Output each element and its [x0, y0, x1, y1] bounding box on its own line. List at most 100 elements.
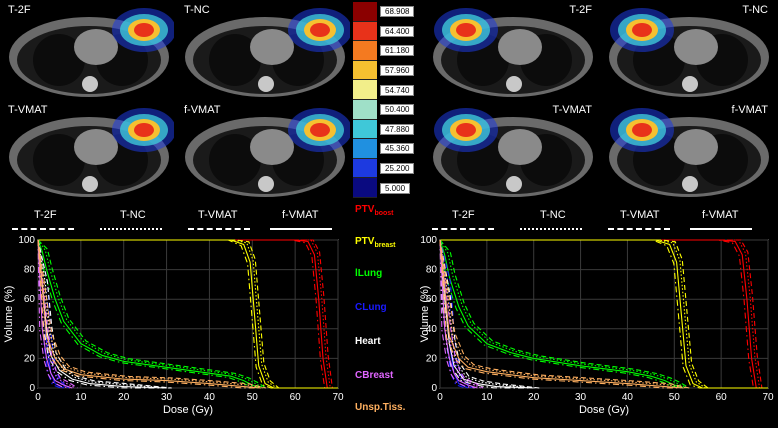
- spine: [82, 176, 98, 192]
- dvh-line-cbreast: [439, 239, 484, 389]
- dvh-line-llung: [37, 239, 262, 389]
- ct-image: [9, 8, 174, 97]
- colorbar-swatch: [353, 158, 377, 179]
- structure-name: CLung: [355, 302, 387, 313]
- structure-name: Unsp.Tiss.: [355, 402, 406, 413]
- x-tick-label: 70: [332, 392, 344, 403]
- y-axis-label: Volume (%): [3, 286, 15, 343]
- dvh-line-heart: [439, 239, 531, 389]
- x-tick-label: 50: [247, 392, 259, 403]
- colorbar-swatch: [353, 139, 377, 159]
- dvh-line-unsptiss: [37, 239, 261, 389]
- structure-name: Heart: [355, 336, 381, 347]
- dose-boost: [456, 123, 476, 137]
- legend-line-dotted: [100, 228, 162, 230]
- legend-line-dotted: [520, 228, 582, 230]
- y-tick-label: 80: [24, 265, 36, 276]
- heart: [674, 29, 718, 65]
- dvh-line-cbreast: [37, 239, 70, 389]
- dose-boost: [456, 23, 476, 37]
- ct-image: [185, 108, 350, 197]
- dose-boost: [310, 123, 330, 137]
- technique-label: T-NC: [540, 209, 566, 221]
- dvh-line-ptvbreast: [440, 239, 768, 389]
- dvh-line-cbreast: [37, 239, 78, 389]
- dose-boost: [134, 123, 154, 137]
- technique-label: f-VMAT: [282, 209, 319, 221]
- colorbar-label: 68.908: [380, 6, 415, 18]
- dvh-line-ptvbreast: [38, 239, 336, 389]
- dvh-line-unsptiss: [37, 239, 259, 389]
- dvh-line-cbreast: [37, 239, 73, 389]
- technique-label: T-2F: [452, 209, 475, 221]
- dvh-line-ptvbreast: [440, 239, 768, 389]
- colorbar-label: 45.360: [380, 143, 415, 155]
- y-tick-label: 0: [29, 383, 35, 394]
- lung-right: [209, 134, 261, 186]
- dvh-line-ptvboost: [38, 239, 338, 389]
- dvh-line-ptvbreast: [38, 239, 338, 389]
- heart: [74, 29, 118, 65]
- x-tick-label: 40: [622, 392, 634, 403]
- dvh-line-llung: [439, 239, 684, 389]
- dvh-line-unsptiss: [439, 239, 688, 389]
- structure-label-ptv-breast: PTVbreast: [355, 236, 425, 249]
- legend-line-dashed: [432, 228, 494, 230]
- dvh-line-ptvboost: [440, 239, 766, 389]
- dvh-line-llung: [439, 239, 681, 389]
- x-tick-label: 30: [161, 392, 173, 403]
- lung-right: [33, 34, 85, 86]
- heart: [498, 129, 542, 165]
- panel-label: T-NC: [184, 4, 210, 16]
- ct-image: [9, 108, 174, 197]
- spine: [506, 76, 522, 92]
- panel-label: T-2F: [569, 4, 592, 16]
- dvh-line-heart: [37, 239, 172, 389]
- dvh-line-heart: [439, 239, 534, 389]
- legend-line-dashed: [12, 228, 74, 230]
- colorbar-swatch: [353, 178, 377, 198]
- colorbar-swatch: [353, 41, 377, 61]
- structure-label-unsp-tiss: Unsp.Tiss.: [355, 402, 425, 413]
- structure-label-ptv-boost: PTVboost: [355, 204, 425, 217]
- structure-label-llung: lLung: [355, 268, 425, 279]
- panel-label: T-VMAT: [8, 104, 48, 116]
- dvh-line-llung: [37, 239, 265, 389]
- dvh-line-cbreast: [439, 239, 475, 389]
- dvh-line-ptvboost: [38, 239, 338, 389]
- heart: [250, 29, 294, 65]
- ct-panel-left-3: T-VMAT: [4, 102, 174, 200]
- colorbar-labels: 68.908 64.400 61.180 57.960 54.740 50.40…: [380, 2, 420, 198]
- technique-label: T-VMAT: [620, 209, 660, 221]
- technique-label: T-VMAT: [198, 209, 238, 221]
- structure-label-heart: Heart: [355, 336, 425, 347]
- y-tick-label: 100: [18, 235, 35, 246]
- ct-panel-right-4: f-VMAT: [604, 102, 774, 200]
- colorbar-label: 47.880: [380, 123, 415, 135]
- y-tick-label: 20: [426, 353, 438, 364]
- dvh-chart-right: 0 10 20 30 40 50 60 70 0 20 40 60 80 100 Dose (Gy) Volu…: [419, 235, 774, 416]
- panel-label: f-VMAT: [184, 104, 221, 116]
- dvh-line-ptvbreast: [440, 239, 766, 389]
- plot-frame: [439, 239, 769, 389]
- colorbar-label: 54.740: [380, 84, 415, 96]
- structure-name: CBreast: [355, 370, 394, 381]
- x-tick-label: 10: [481, 392, 493, 403]
- dvh-line-ptvboost: [440, 239, 768, 389]
- dvh-line-unsptiss: [439, 239, 690, 389]
- dose-colorbar: [353, 2, 377, 198]
- structure-name: PTV: [355, 236, 375, 247]
- colorbar-swatch: [353, 2, 377, 22]
- structure-label-clung: CLung: [355, 302, 425, 313]
- legend-line-dashdot: [608, 228, 670, 230]
- panel-label: T-2F: [8, 4, 31, 16]
- dose-boost: [632, 23, 652, 37]
- y-tick-label: 100: [420, 235, 437, 246]
- ct-image: [433, 108, 593, 197]
- dvh-line-ptvboost: [440, 239, 768, 389]
- colorbar-label: 61.180: [380, 45, 415, 57]
- x-tick-label: 20: [118, 392, 130, 403]
- y-tick-label: 40: [24, 324, 36, 335]
- heart: [74, 129, 118, 165]
- colorbar-swatch: [353, 60, 377, 81]
